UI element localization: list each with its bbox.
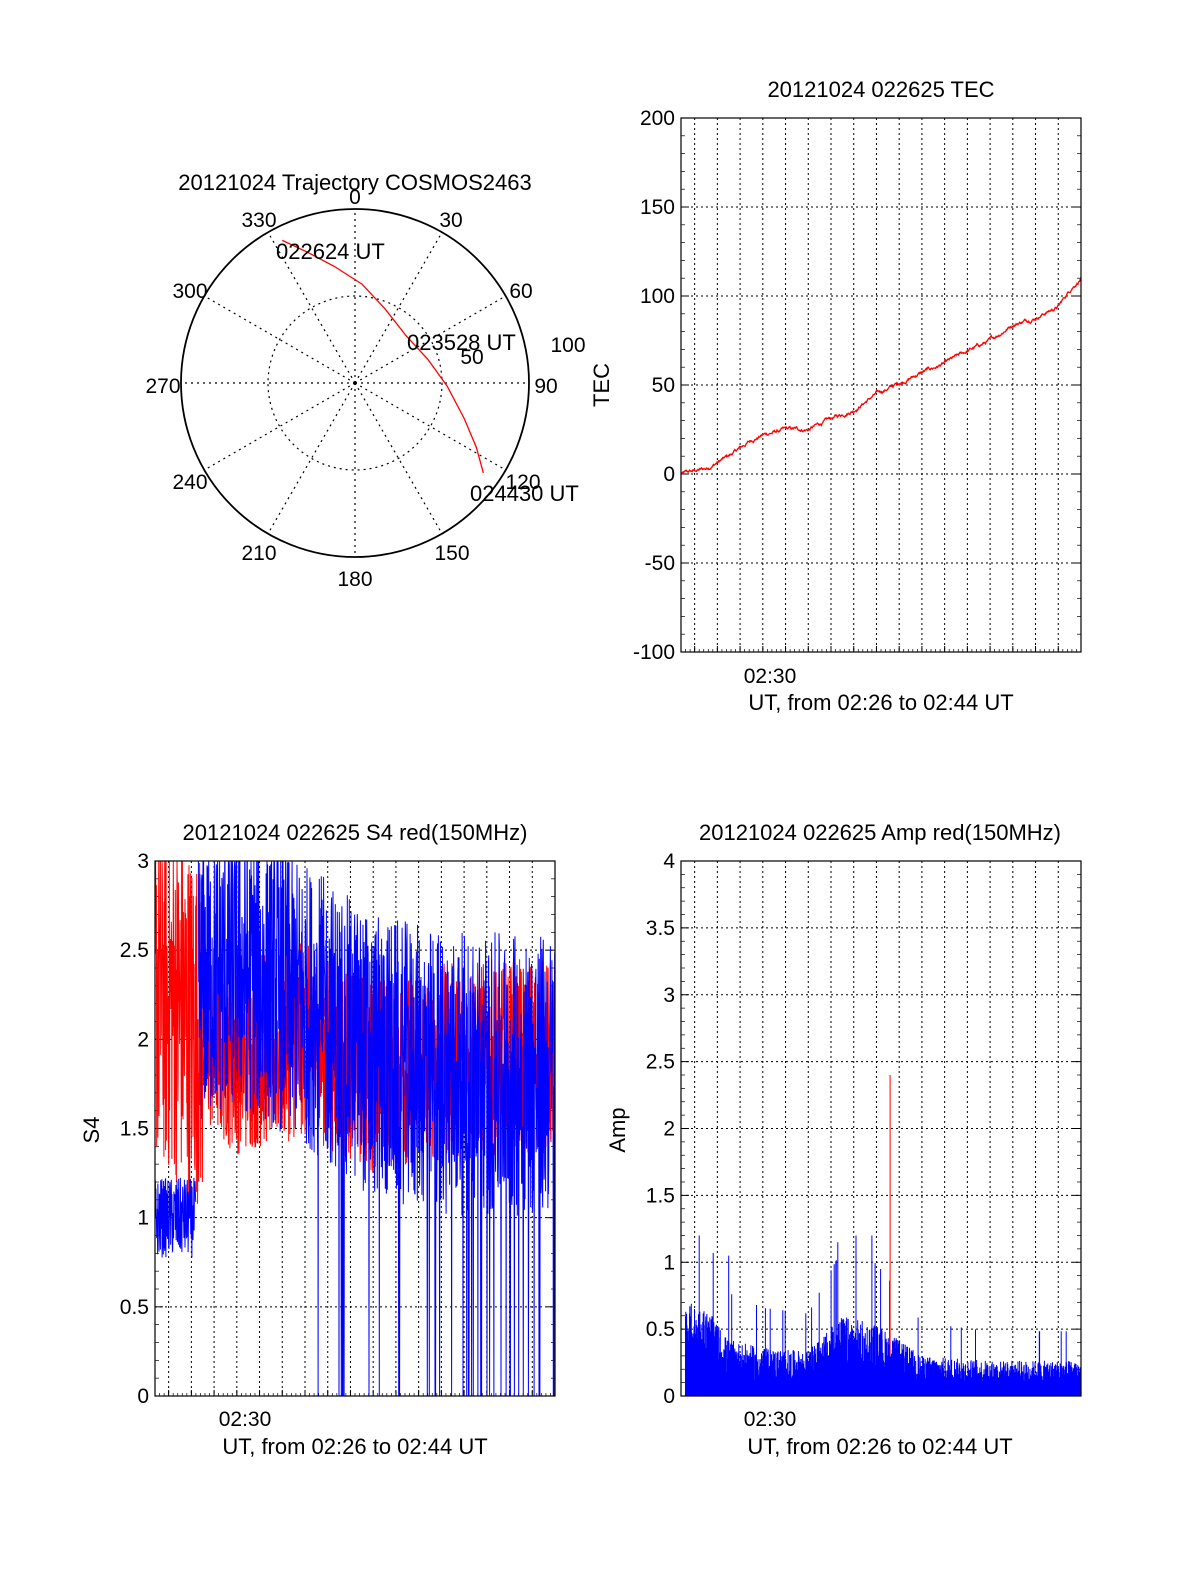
tec-ytick-label: -50	[645, 552, 675, 575]
polar-azimuth-label: 210	[241, 542, 276, 565]
amp-ytick-label: 2.5	[646, 1051, 675, 1074]
s4-xlabel: UT, from 02:26 to 02:44 UT	[222, 1434, 487, 1459]
polar-spoke	[354, 382, 506, 471]
amp-ylabel: Amp	[605, 1107, 630, 1152]
s4-panel: 20121024 022625 S4 red(150MHz) S4 UT, fr…	[79, 820, 556, 1459]
amp-ytick-label: 3	[663, 984, 675, 1007]
polar-title: 20121024 Trajectory COSMOS2463	[178, 170, 531, 195]
tec-xlabel: UT, from 02:26 to 02:44 UT	[748, 690, 1013, 715]
tec-frame	[680, 117, 1082, 653]
polar-azimuth-labels: 0 30 60 90 120 150 180 210 240 270 300 330	[145, 186, 557, 591]
polar-azimuth-label: 270	[145, 375, 180, 398]
polar-azimuth-label: 30	[439, 209, 462, 232]
polar-trajectory-panel: 20121024 Trajectory COSMOS2463 0 30 60 90 12…	[145, 170, 585, 591]
tec-title: 20121024 022625 TEC	[767, 77, 994, 102]
polar-azimuth-label: 90	[534, 375, 557, 398]
s4-ytick-label: 1.5	[120, 1118, 149, 1141]
polar-azimuth-label: 300	[172, 280, 207, 303]
trajectory-mid-label: 023528 UT	[407, 330, 516, 355]
amp-ytick-label: 0.5	[646, 1318, 675, 1341]
polar-azimuth-label: 0	[349, 186, 361, 209]
tec-y-tick-labels: 200 150 100 50 0 -50 -100	[633, 107, 675, 664]
tec-ytick-label: 150	[640, 196, 675, 219]
tec-ytick-label: 100	[640, 285, 675, 308]
amp-y-tick-labels: 4 3.5 3 2.5 2 1.5 1 0.5 0	[646, 850, 676, 1408]
amp-xtick-label: 02:30	[744, 1408, 797, 1431]
polar-spoke	[267, 382, 356, 534]
amp-ytick-label: 0	[663, 1385, 675, 1408]
polar-azimuth-label: 240	[172, 471, 207, 494]
tec-ytick-label: -100	[633, 641, 675, 664]
amp-frame	[680, 860, 1082, 1397]
s4-ytick-label: 0.5	[120, 1296, 149, 1319]
s4-ytick-label: 1	[137, 1207, 149, 1230]
polar-spoke	[354, 382, 443, 534]
polar-spoke	[267, 232, 356, 384]
polar-grid	[180, 208, 530, 558]
amp-ytick-label: 2	[663, 1118, 675, 1141]
tec-ytick-label: 200	[640, 107, 675, 130]
polar-azimuth-label: 120	[505, 471, 540, 494]
polar-spoke	[204, 382, 356, 471]
polar-azimuth-label: 180	[337, 568, 372, 591]
polar-spoke	[204, 295, 356, 384]
tec-grid	[681, 117, 1081, 653]
s4-title: 20121024 022625 S4 red(150MHz)	[183, 820, 528, 845]
s4-ylabel: S4	[79, 1117, 104, 1144]
amp-ytick-label: 3.5	[646, 917, 675, 940]
s4-ytick-label: 3	[137, 850, 149, 873]
polar-spoke	[354, 232, 443, 384]
s4-xtick-label: 02:30	[219, 1408, 272, 1431]
polar-azimuth-label: 60	[509, 280, 532, 303]
tec-ytick-label: 50	[652, 374, 675, 397]
amp-ytick-label: 4	[663, 850, 675, 873]
amp-title: 20121024 022625 Amp red(150MHz)	[699, 820, 1061, 845]
tec-ylabel: TEC	[589, 363, 614, 407]
polar-inner-circle	[267, 295, 443, 471]
s4-ytick-label: 0	[137, 1385, 149, 1408]
s4-ytick-label: 2	[137, 1028, 149, 1051]
amp-xlabel: UT, from 02:26 to 02:44 UT	[747, 1434, 1012, 1459]
s4-frame	[154, 860, 556, 1397]
tec-ytick-label: 0	[663, 463, 675, 486]
s4-ytick-label: 2.5	[120, 939, 149, 962]
polar-outer-circle	[180, 208, 530, 558]
tec-series-line	[680, 276, 1082, 475]
trajectory-line	[282, 239, 484, 473]
polar-azimuth-label: 330	[241, 209, 276, 232]
amp-ytick-label: 1	[663, 1251, 675, 1274]
amp-panel: 20121024 022625 Amp red(150MHz) Amp UT, …	[605, 820, 1082, 1459]
polar-radial-label-50: 50	[460, 346, 483, 369]
amp-blue-series-line	[685, 1235, 1082, 1396]
trajectory-end-label: 024430 UT	[470, 481, 579, 506]
s4-y-tick-labels: 3 2.5 2 1.5 1 0.5 0	[120, 850, 149, 1408]
trajectory-start-label: 022624 UT	[276, 239, 385, 264]
polar-radial-label-100: 100	[550, 334, 585, 357]
polar-spoke	[354, 295, 506, 384]
tec-panel: 20121024 022625 TEC TEC UT, from 02:26 t…	[589, 77, 1082, 715]
tec-xtick-label: 02:30	[744, 665, 797, 688]
amp-ytick-label: 1.5	[646, 1184, 675, 1207]
polar-azimuth-label: 150	[434, 542, 469, 565]
